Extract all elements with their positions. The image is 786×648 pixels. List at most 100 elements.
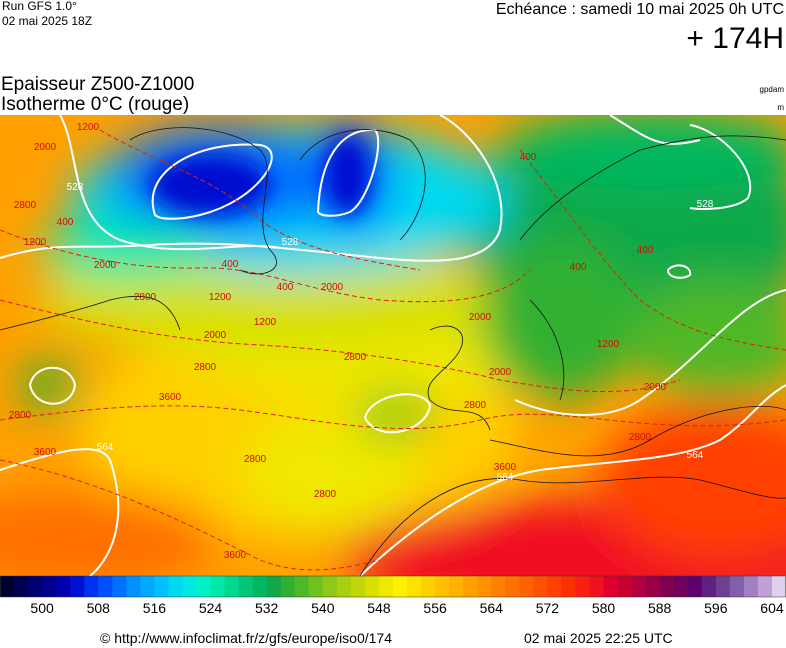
isotherm-label: 2800 <box>244 454 267 465</box>
isotherm-label: 2800 <box>344 352 367 363</box>
color-swatch <box>0 576 15 597</box>
colorbar-tick-label: 564 <box>480 600 504 616</box>
isotherm-label: 400 <box>570 262 587 273</box>
colorbar-tick-label: 596 <box>704 600 728 616</box>
isotherm-label: 1200 <box>24 237 47 248</box>
color-swatch <box>463 576 478 597</box>
color-swatch <box>168 576 183 597</box>
isotherm-label: 2000 <box>644 382 667 393</box>
color-swatch <box>743 576 759 597</box>
color-swatch <box>14 576 29 597</box>
color-swatch <box>603 576 619 597</box>
color-swatch <box>308 576 324 597</box>
unit-thickness: gpdam <box>760 85 785 94</box>
color-swatch <box>98 576 113 597</box>
isotherm-label: 1200 <box>209 292 232 303</box>
colorbar-tick-label: 556 <box>423 600 447 616</box>
isotherm-label: 2000 <box>34 142 57 153</box>
color-swatch <box>182 576 197 597</box>
isotherm-label: 2000 <box>321 282 344 293</box>
color-swatch <box>547 576 562 597</box>
colorbar-tick-label: 548 <box>367 600 391 616</box>
isotherm-label: 400 <box>57 217 74 228</box>
color-swatch <box>112 576 127 597</box>
isotherm-label: 1200 <box>77 122 100 133</box>
color-swatch <box>645 576 661 597</box>
color-swatch <box>757 576 773 597</box>
color-swatch <box>631 576 647 597</box>
color-swatch <box>42 576 57 597</box>
color-swatch <box>294 576 310 597</box>
color-swatch <box>561 576 576 597</box>
thickness-label: 528 <box>697 199 714 210</box>
colorbar-tick-label: 580 <box>592 600 616 616</box>
isotherm-label: 2800 <box>314 489 337 500</box>
thickness-contours <box>0 115 786 576</box>
color-swatch <box>126 576 141 597</box>
isotherm-label: 2000 <box>204 330 227 341</box>
color-swatch <box>350 576 366 597</box>
isotherm-label: 3600 <box>34 447 57 458</box>
map-subtitle: Isotherme 0°C (rouge) <box>1 94 189 115</box>
isotherm-label: 3600 <box>224 550 247 561</box>
isotherm-label: 2800 <box>14 200 37 211</box>
isotherm-label: 400 <box>520 152 537 163</box>
color-swatch <box>435 576 450 597</box>
thickness-label: 564 <box>687 450 704 461</box>
color-swatch <box>589 576 605 597</box>
colorbar-tick-label: 540 <box>311 600 335 616</box>
map: 528 528 528 564 564 564 2800 2000 1200 400 1200 200… <box>0 115 786 576</box>
isotherm-label: 2800 <box>134 292 157 303</box>
unit-iso: m <box>777 103 784 112</box>
color-swatch <box>252 576 268 597</box>
color-swatch <box>364 576 380 597</box>
color-swatch <box>673 576 689 597</box>
color-swatch <box>771 576 786 597</box>
thickness-label: 564 <box>497 472 514 483</box>
thickness-label: 564 <box>97 442 114 453</box>
color-swatch <box>491 576 506 597</box>
color-swatch <box>28 576 43 597</box>
colorbar-tick-label: 500 <box>30 600 54 616</box>
color-swatch <box>729 576 745 597</box>
color-swatch <box>336 576 352 597</box>
isotherm-label: 3600 <box>494 462 517 473</box>
color-swatch <box>378 576 394 597</box>
color-swatch <box>210 576 226 597</box>
thickness-label: 528 <box>282 237 299 248</box>
isotherm-label: 400 <box>222 259 239 270</box>
color-swatch <box>280 576 296 597</box>
isotherm-label: 2000 <box>489 367 512 378</box>
color-swatch <box>477 576 492 597</box>
color-swatch <box>575 576 590 597</box>
colorbar-tick-label: 532 <box>255 600 279 616</box>
color-swatch <box>224 576 240 597</box>
colorbar-tick-label: 508 <box>87 600 111 616</box>
colorbar-tick-label: 588 <box>648 600 672 616</box>
color-swatch <box>238 576 254 597</box>
colorbar-tick-label: 572 <box>536 600 560 616</box>
isotherm-label: 400 <box>277 282 294 293</box>
colorbar-tick-label: 516 <box>143 600 167 616</box>
color-swatch <box>687 576 703 597</box>
lead-time: + 174H <box>686 22 784 55</box>
color-swatch <box>84 576 99 597</box>
colorbar-tick-label: 524 <box>199 600 223 616</box>
isotherm-label: 1200 <box>254 317 277 328</box>
map-title: Epaisseur Z500-Z1000 <box>1 74 194 95</box>
isotherm-label: 400 <box>637 245 654 256</box>
isotherm-label: 2800 <box>9 410 32 421</box>
color-swatch <box>617 576 633 597</box>
color-swatch <box>505 576 520 597</box>
isotherm-label: 3600 <box>159 392 182 403</box>
color-swatch <box>715 576 731 597</box>
generated-time: 02 mai 2025 22:25 UTC <box>524 630 673 646</box>
valid-time: Echéance : samedi 10 mai 2025 0h UTC <box>496 1 784 18</box>
color-swatch <box>266 576 282 597</box>
isotherm-label: 2800 <box>629 432 652 443</box>
color-swatch <box>533 576 548 597</box>
coastlines <box>0 127 786 576</box>
color-swatch <box>196 576 212 597</box>
